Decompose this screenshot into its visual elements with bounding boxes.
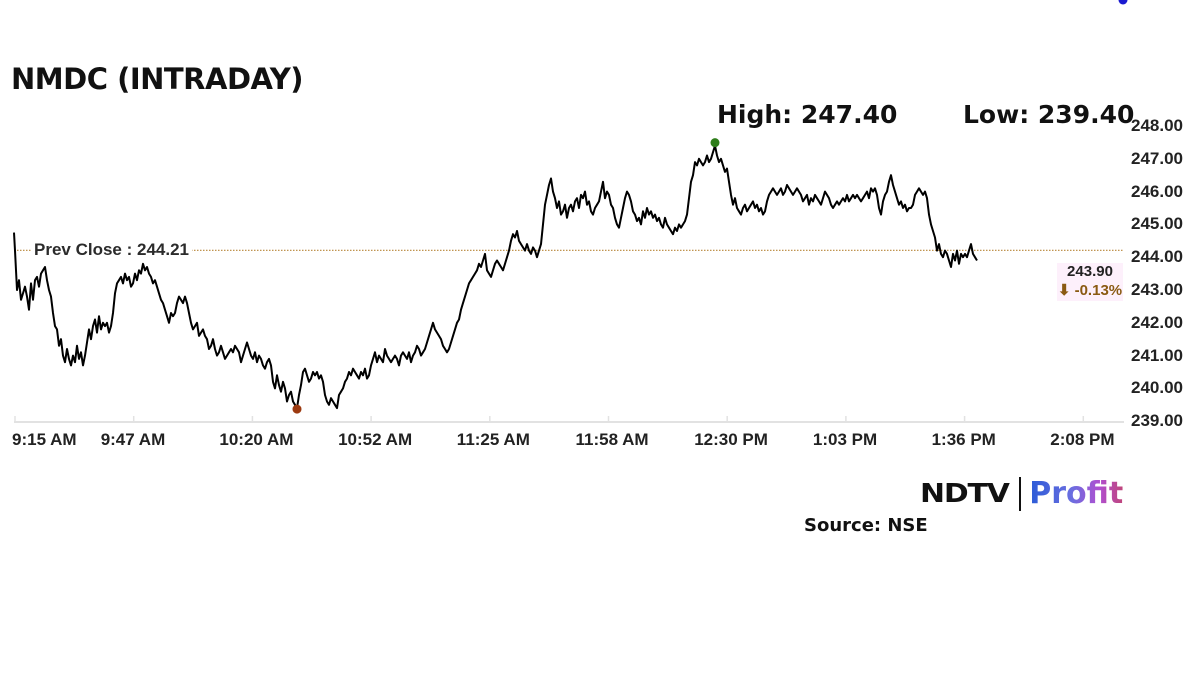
last-price-box: 243.90 ⬇ -0.13% (1057, 263, 1123, 301)
y-tick-label: 239.00 (1131, 411, 1183, 431)
x-tick-label: 10:20 AM (219, 430, 294, 449)
last-price-change: ⬇ -0.13% (1057, 282, 1123, 299)
y-tick-label: 245.00 (1131, 214, 1183, 234)
low-marker (292, 404, 302, 414)
y-tick-label: 247.00 (1131, 148, 1183, 168)
logo-ndtv-text: NDTV (920, 478, 1010, 509)
prev-close-label: Prev Close : 244.21 (31, 240, 192, 260)
y-tick-label: 246.00 (1131, 181, 1183, 201)
x-tick-label: 2:08 PM (1050, 430, 1115, 449)
x-tick-label: 10:52 AM (338, 430, 413, 449)
x-tick-label: 1:03 PM (812, 430, 878, 449)
y-tick-label: 244.00 (1131, 247, 1183, 267)
y-tick-label: 241.00 (1131, 345, 1183, 365)
high-marker (710, 138, 720, 148)
price-line (13, 144, 978, 410)
high-label: High: 247.40 (717, 100, 898, 129)
y-tick-label: 243.00 (1131, 280, 1183, 299)
y-tick-label: 248.00 (1131, 116, 1183, 135)
x-tick-label: 9:15 AM (12, 430, 77, 449)
x-tick-label: 9:47 AM (100, 430, 166, 449)
y-tick-label: 242.00 (1131, 312, 1183, 332)
low-label: Low: 239.40 (963, 100, 1135, 129)
x-tick-label: 12:30 PM (694, 430, 768, 449)
last-price-marker (1118, 0, 1128, 5)
y-tick-label: 240.00 (1131, 378, 1183, 398)
x-tick-label: 11:58 AM (575, 430, 649, 449)
source-label: Source: NSE (804, 515, 928, 536)
last-price-value: 243.90 (1067, 263, 1113, 280)
x-axis-ticks (14, 416, 1085, 422)
x-tick-label: 1:36 PM (931, 430, 996, 449)
logo-profit-text: Profit (1029, 476, 1124, 511)
ndtv-profit-logo: NDTV Profit (920, 476, 1123, 511)
logo-divider (1019, 476, 1022, 511)
chart-title: NMDC (INTRADAY) (11, 62, 303, 96)
x-tick-label: 11:25 AM (456, 430, 530, 449)
